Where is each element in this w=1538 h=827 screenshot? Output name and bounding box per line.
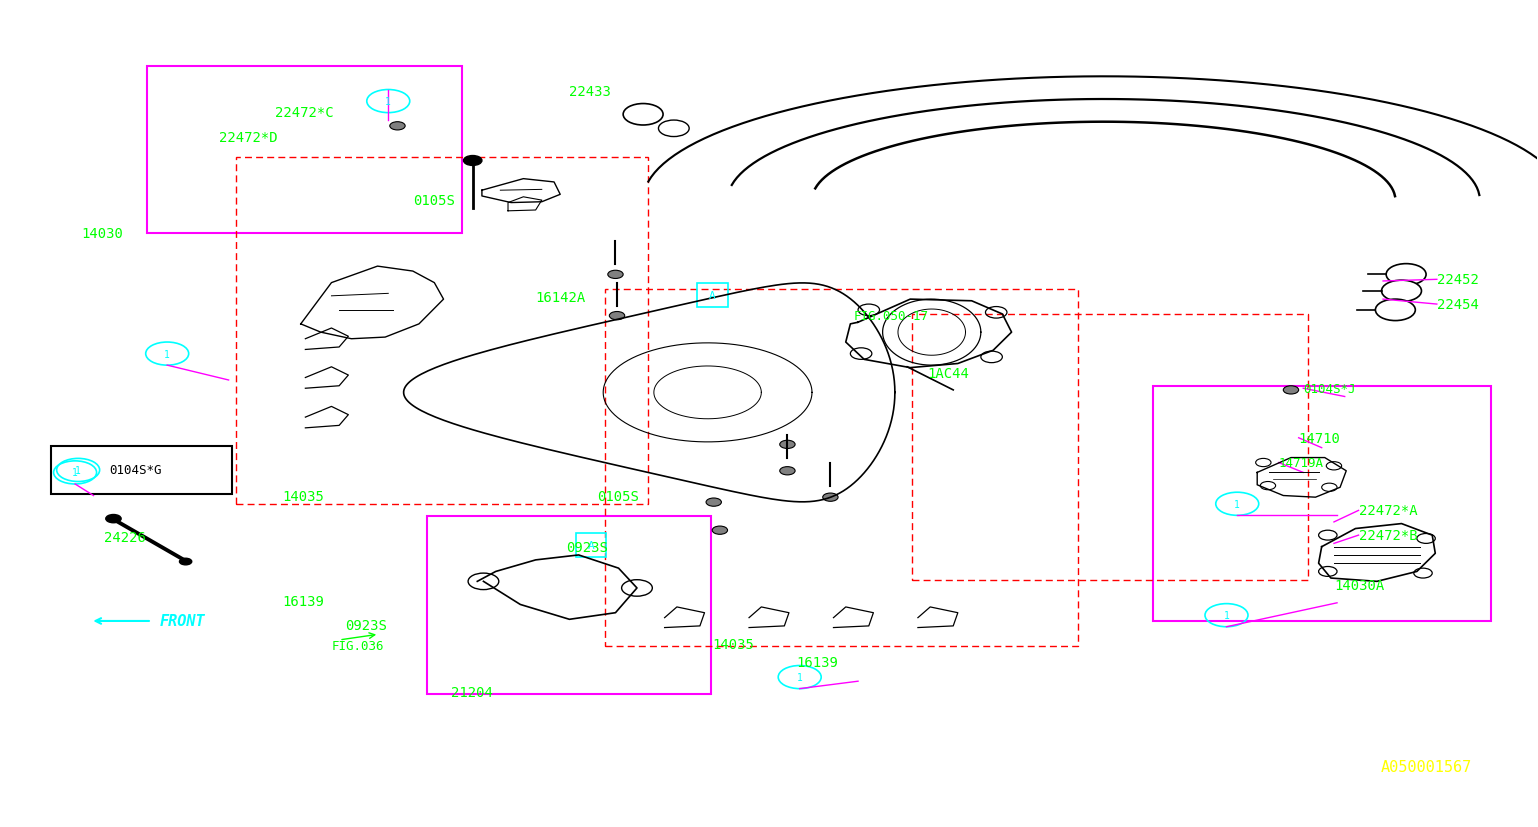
Circle shape — [389, 122, 404, 131]
Circle shape — [706, 499, 721, 507]
Text: 22433: 22433 — [569, 85, 611, 99]
Text: 24226: 24226 — [105, 530, 146, 544]
Bar — [912, 314, 1307, 580]
Circle shape — [180, 558, 192, 565]
Text: 22452: 22452 — [1436, 273, 1478, 287]
Text: 14710: 14710 — [1298, 431, 1341, 445]
Circle shape — [1283, 386, 1298, 394]
Text: A: A — [709, 290, 715, 301]
Text: 0104S*G: 0104S*G — [109, 464, 161, 477]
Text: 14030: 14030 — [82, 227, 123, 241]
Bar — [426, 517, 711, 694]
Circle shape — [823, 494, 838, 502]
Circle shape — [106, 515, 122, 523]
Bar — [237, 158, 647, 504]
Text: 0104S*J: 0104S*J — [1303, 382, 1357, 395]
Circle shape — [712, 527, 727, 535]
Text: 16142A: 16142A — [535, 291, 586, 305]
Text: 16139: 16139 — [797, 656, 838, 669]
Text: 1: 1 — [797, 672, 803, 682]
Circle shape — [1386, 265, 1426, 286]
Text: 1: 1 — [386, 97, 391, 107]
Text: 14030A: 14030A — [1333, 578, 1384, 592]
Text: 0105S: 0105S — [597, 489, 638, 503]
Text: 1: 1 — [165, 349, 171, 359]
Circle shape — [780, 441, 795, 449]
Circle shape — [623, 104, 663, 126]
Circle shape — [608, 271, 623, 280]
Circle shape — [463, 156, 481, 166]
Circle shape — [658, 121, 689, 137]
Bar — [697, 284, 727, 308]
Text: 22472*A: 22472*A — [1358, 504, 1416, 518]
Text: A: A — [588, 540, 594, 551]
Text: FIG.050-17: FIG.050-17 — [854, 310, 929, 323]
Circle shape — [1375, 299, 1415, 321]
Bar — [604, 290, 1078, 646]
Bar — [575, 533, 606, 557]
Text: 1: 1 — [72, 468, 78, 478]
Text: 21204: 21204 — [451, 685, 494, 699]
Bar — [51, 447, 232, 495]
Circle shape — [1381, 281, 1421, 302]
Text: 22454: 22454 — [1436, 298, 1478, 312]
Text: 0923S: 0923S — [345, 619, 388, 633]
Text: 14035: 14035 — [283, 489, 325, 503]
Text: 22472*D: 22472*D — [220, 131, 278, 145]
Text: FIG.036: FIG.036 — [332, 639, 384, 653]
Circle shape — [609, 312, 624, 320]
Text: 0923S: 0923S — [566, 540, 608, 554]
Text: 14719A: 14719A — [1278, 457, 1324, 470]
Text: 1: 1 — [75, 466, 82, 476]
Text: 1: 1 — [1224, 610, 1229, 620]
Text: 14035: 14035 — [712, 638, 754, 652]
Text: 1AC44: 1AC44 — [927, 367, 969, 381]
Text: 22472*C: 22472*C — [275, 106, 334, 120]
Bar — [148, 67, 461, 234]
Text: FRONT: FRONT — [160, 614, 205, 629]
Text: 1: 1 — [1235, 500, 1240, 509]
Text: A050001567: A050001567 — [1381, 759, 1472, 774]
Text: 0105S: 0105S — [412, 194, 455, 208]
Text: 22472*B: 22472*B — [1358, 528, 1416, 543]
Circle shape — [780, 467, 795, 476]
Bar — [1154, 386, 1490, 621]
Text: 16139: 16139 — [283, 595, 325, 609]
